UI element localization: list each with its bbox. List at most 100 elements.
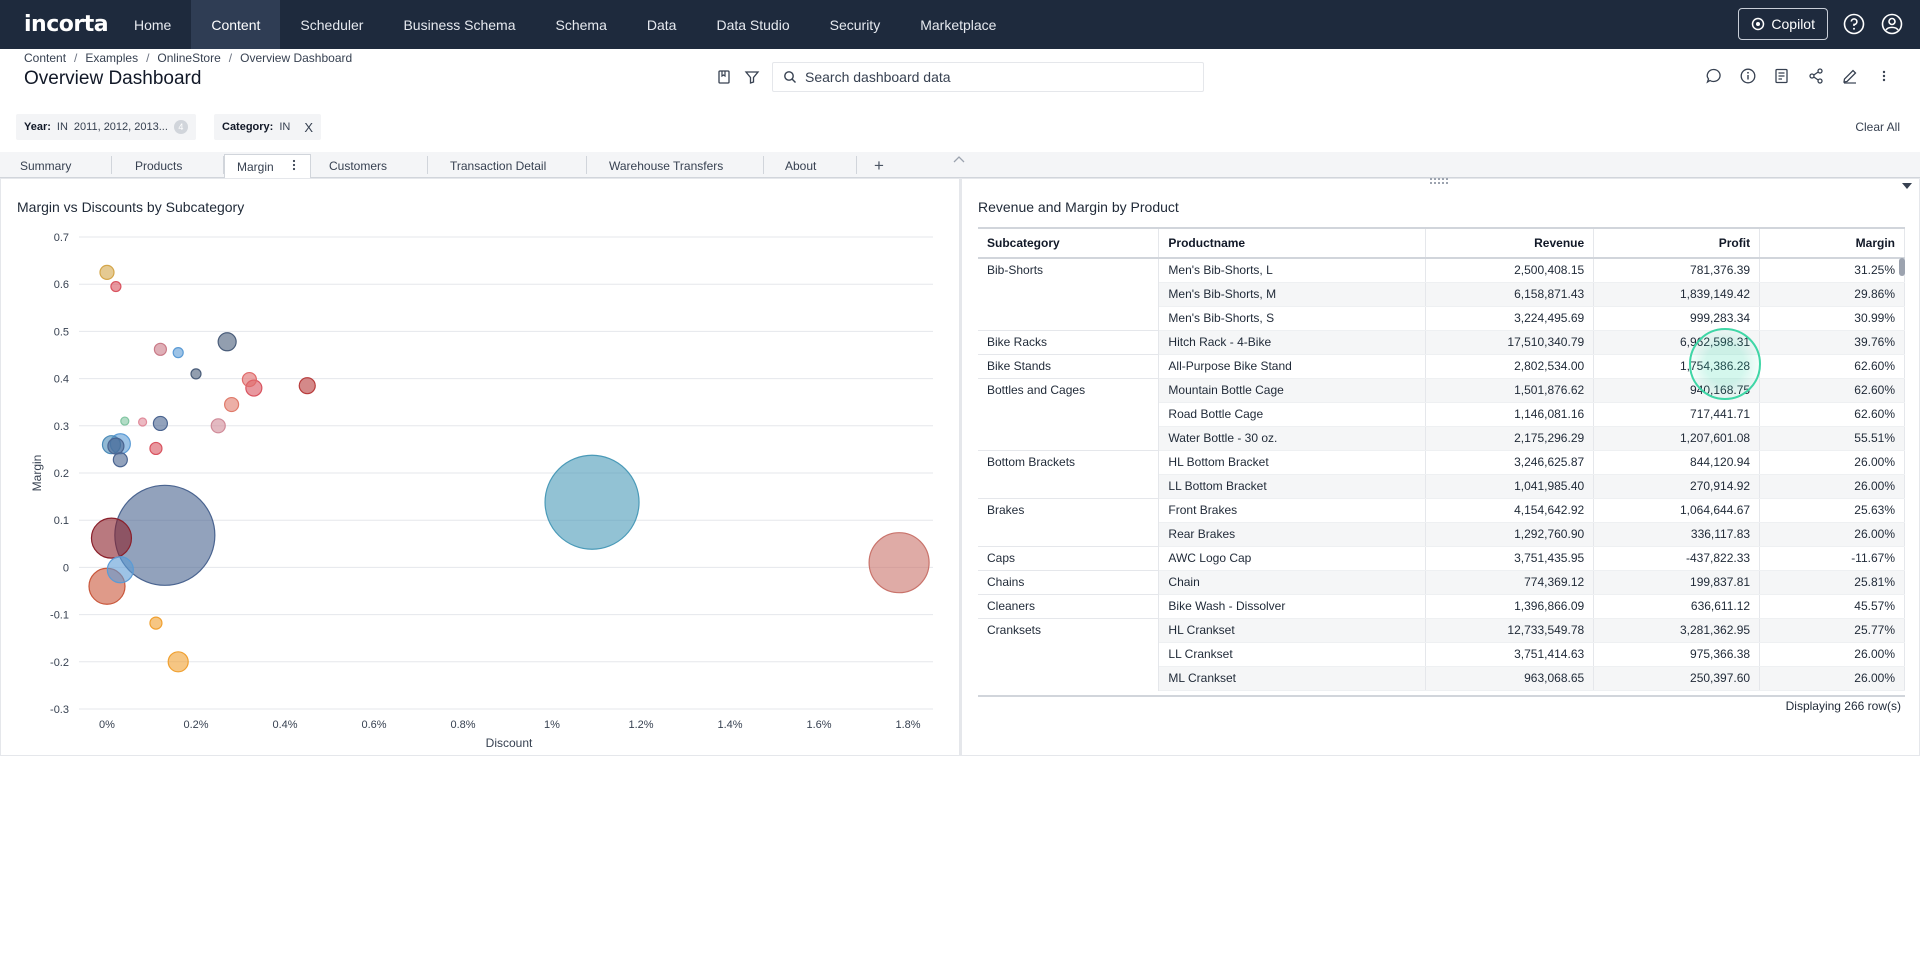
filter-count-badge: 4 [173,120,188,134]
cell-profit: 199,837.81 [1593,569,1761,595]
table-row[interactable]: Bike Racks Hitch Rack - 4-Bike 17,510,340.… [978,329,1905,355]
help-icon[interactable] [1842,12,1866,36]
cell-subcategory: Bottles and Cages [978,377,1160,450]
table-row[interactable]: Caps AWC Logo Cap 3,751,435.95 -437,822.33-… [978,545,1905,571]
year-filter-chip[interactable]: Year: IN 2011, 2012, 2013... 4 [16,114,196,140]
nav-item-data[interactable]: Data [646,16,677,33]
cell-profit: 844,120.94 [1593,449,1761,475]
cell-productname: Hitch Rack - 4-Bike [1158,329,1427,355]
cell-productname: Chain [1158,569,1427,595]
collapse-filters-icon[interactable] [952,152,966,166]
column-header-revenue[interactable]: Revenue [1425,227,1595,259]
cell-margin: 39.76% [1759,329,1905,355]
nav-item-home[interactable]: Home [134,16,172,33]
column-header-productname[interactable]: Productname [1158,227,1427,259]
cell-profit: -437,822.33 [1593,545,1761,571]
breadcrumb-examples[interactable]: Examples [85,51,139,65]
y-tick-label: -0.1 [50,610,69,622]
nav-item-scheduler[interactable]: Scheduler [300,16,364,33]
user-account-icon[interactable] [1880,12,1904,36]
scatter-point [224,396,240,413]
breadcrumb-content[interactable]: Content [24,51,67,65]
nav-item-security[interactable]: Security [829,16,881,33]
nav-item-marketplace[interactable]: Marketplace [920,16,997,33]
table-row[interactable]: Bottles and Cages Mountain Bottle Cage 1,5… [978,377,1905,450]
x-tick-label: 0.6% [361,719,386,731]
table-row[interactable]: Men's Bib-Shorts, M 6,158,871.43 1,839,149… [978,282,1905,307]
y-tick-label: 0.2 [54,468,69,480]
table-row[interactable]: Water Bottle - 30 oz. 2,175,296.29 1,207,6… [978,426,1905,451]
table-row[interactable]: ML Crankset 963,068.65 250,397.60 26.00% [978,666,1905,691]
tab-options-icon[interactable] [292,159,296,174]
info-icon[interactable] [1738,64,1758,88]
cell-productname: Mountain Bottle Cage [1158,377,1427,403]
tab-margin[interactable]: Margin [224,154,311,178]
incorta-logo[interactable]: incorta [24,12,109,37]
column-header-subcategory[interactable]: Subcategory [978,227,1160,259]
table-row[interactable]: Bottom Brackets HL Bottom Bracket 3,246,62… [978,449,1905,498]
tab-summary[interactable]: Summary [20,159,72,173]
table-row[interactable]: Brakes Front Brakes 4,154,642.92 1,064,644.… [978,497,1905,546]
revenue-margin-table: Subcategory Productname Revenue Profit M… [978,227,1905,691]
table-title: Revenue and Margin by Product [978,199,1179,215]
share-icon[interactable] [1806,64,1826,88]
cell-margin: 26.00% [1759,449,1905,475]
cell-profit: 999,283.34 [1593,306,1761,331]
filter-icon[interactable] [738,63,766,91]
scatter-point [106,556,134,584]
breadcrumb-onlinestore[interactable]: OnlineStore [157,51,221,65]
scatter-chart: 0.7 0.6 0.5 0.4 0.3 0.2 0.1 0 -0.1 -0.2 -0.3 0% 0.2%… [30,232,933,750]
cell-revenue: 1,041,985.40 [1425,474,1595,499]
nav-item-data-studio[interactable]: Data Studio [716,16,790,33]
column-header-margin[interactable]: Margin [1759,227,1905,259]
report-icon[interactable] [1772,64,1792,88]
table-row[interactable]: Chains Chain 774,369.12 199,837.81 25.81% [978,569,1905,595]
y-tick-label: 0 [63,562,69,574]
drag-handle-icon[interactable] [1429,177,1453,185]
table-row[interactable]: Bib-Shorts Men's Bib-Shorts, L 2,500,408.1… [978,257,1905,330]
table-row[interactable]: Cranksets HL Crankset 12,733,549.78 3,281,3… [978,617,1905,690]
table-row[interactable]: Road Bottle Cage 1,146,081.16 717,441.71 62… [978,402,1905,427]
table-row[interactable]: Rear Brakes 1,292,760.90 336,117.83 26.00% [978,522,1905,547]
table-scrollbar[interactable] [1899,258,1905,276]
y-tick-label: 0.1 [54,515,69,527]
scatter-point [107,437,125,455]
scatter-point [152,415,168,432]
scatter-point [544,454,640,550]
breadcrumb-current: Overview Dashboard [240,51,353,65]
search-input[interactable]: Search dashboard data [772,62,1204,92]
remove-filter-icon[interactable]: X [304,119,314,135]
clear-all-link[interactable]: Clear All [1855,120,1900,134]
table-row[interactable]: Cleaners Bike Wash - Dissolver 1,396,866.0… [978,593,1905,619]
nav-item-business-schema[interactable]: Business Schema [403,16,516,33]
panel-menu-icon[interactable] [1901,181,1913,193]
nav-item-content[interactable]: Content [191,0,281,49]
cell-revenue: 1,396,866.09 [1425,593,1595,619]
cell-revenue: 1,146,081.16 [1425,402,1595,427]
copilot-icon [1752,17,1765,31]
table-row[interactable]: Men's Bib-Shorts, S 3,224,495.69 999,283.3… [978,306,1905,331]
cell-profit: 781,376.39 [1593,257,1761,283]
tab-customers[interactable]: Customers [329,159,388,173]
nav-item-schema[interactable]: Schema [555,16,607,33]
column-header-profit[interactable]: Profit [1593,227,1761,259]
table-row[interactable]: Bike Stands All-Purpose Bike Stand 2,802,5… [978,353,1905,379]
tab-transaction-detail[interactable]: Transaction Detail [450,159,547,173]
category-filter-chip[interactable]: Category: IN X [214,114,322,140]
tab-warehouse-transfers[interactable]: Warehouse Transfers [609,159,724,173]
cell-subcategory: Bib-Shorts [978,257,1160,330]
tab-products[interactable]: Products [135,159,183,173]
y-tick-label: 0.4 [54,374,69,386]
y-tick-label: -0.3 [50,704,69,716]
more-options-icon[interactable] [1874,64,1894,88]
bookmark-icon[interactable] [710,63,738,91]
cell-productname: LL Bottom Bracket [1158,474,1427,499]
x-tick-label: 1.6% [806,719,831,731]
comment-icon[interactable] [1704,64,1724,88]
copilot-button[interactable]: Copilot [1738,8,1828,40]
tab-about[interactable]: About [785,159,817,173]
add-tab-button[interactable]: + [874,156,884,175]
table-row[interactable]: LL Crankset 3,751,414.63 975,366.38 26.00% [978,642,1905,667]
edit-icon[interactable] [1840,64,1860,88]
scatter-point [99,264,115,281]
